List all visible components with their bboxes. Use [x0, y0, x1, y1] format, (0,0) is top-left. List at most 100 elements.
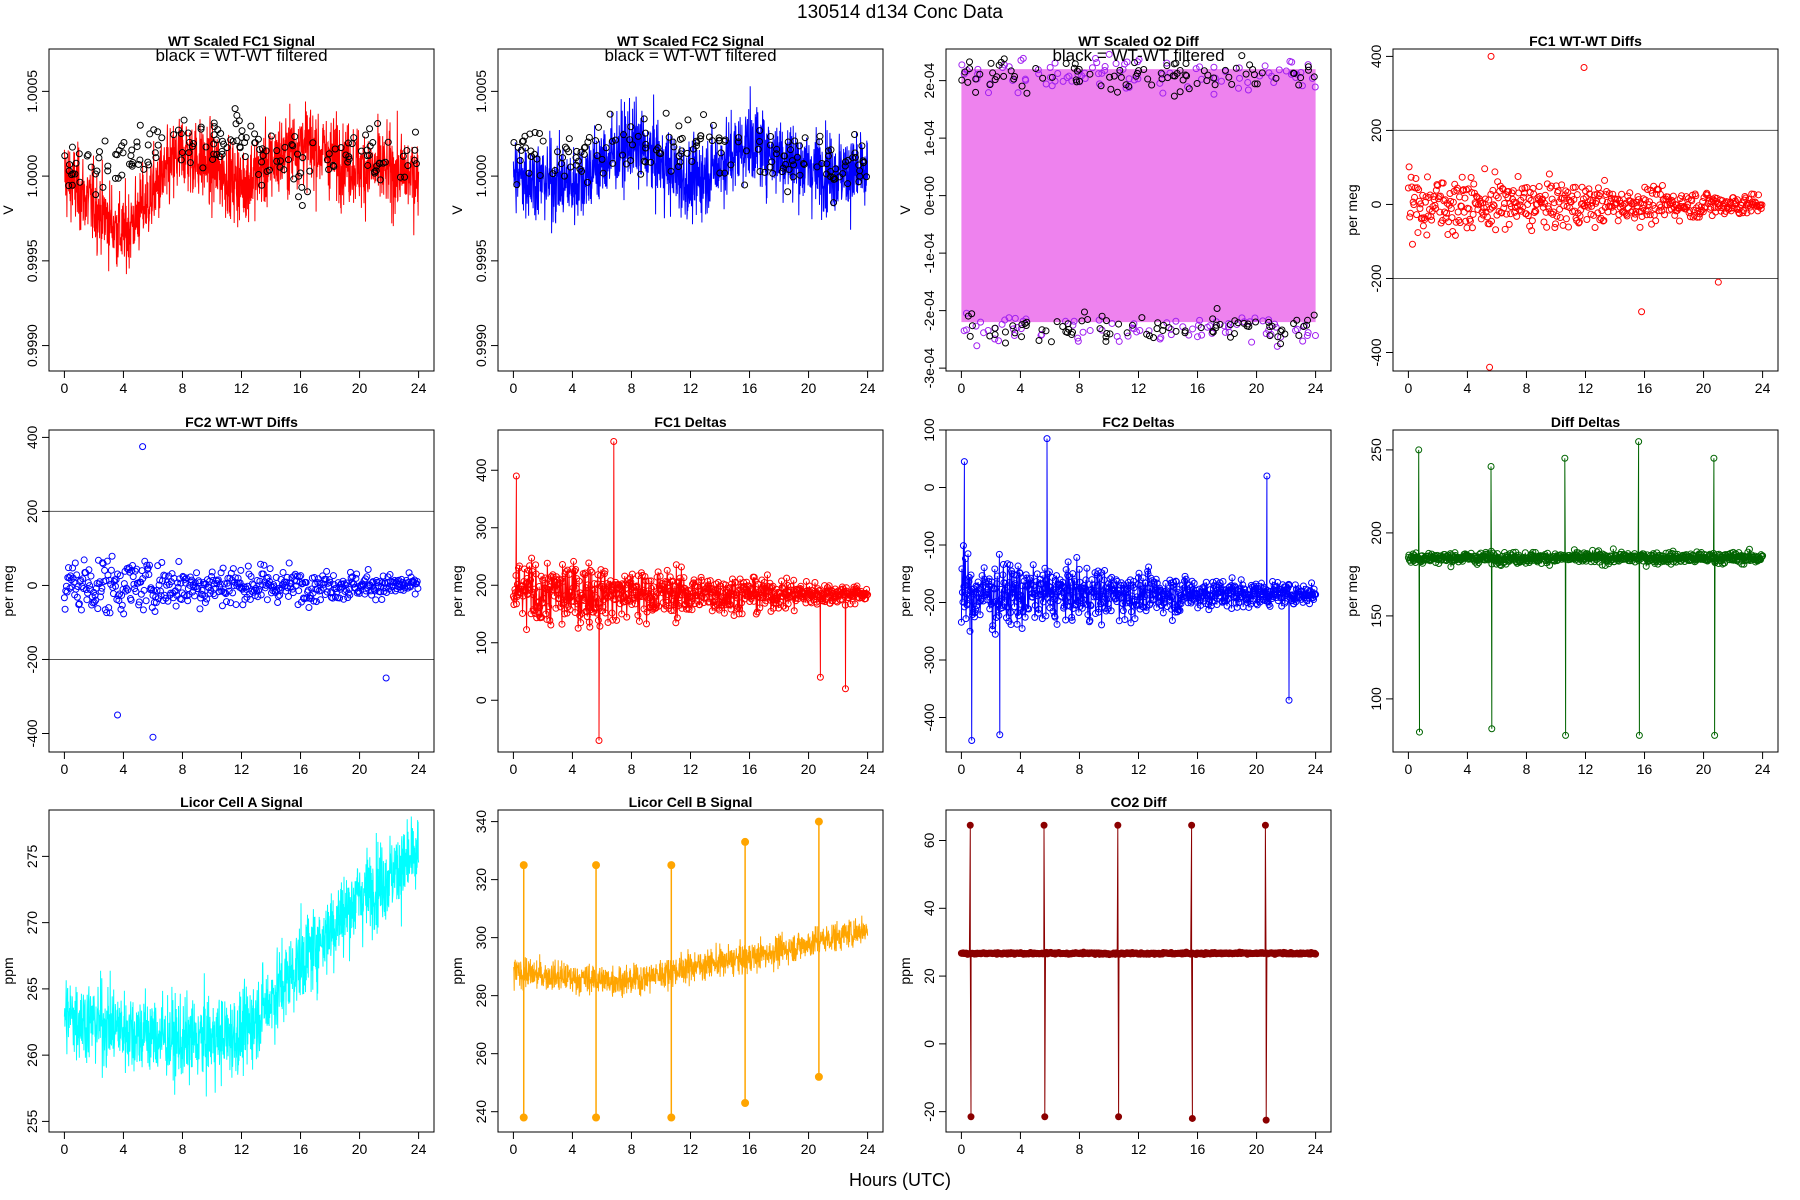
data-point: [92, 191, 100, 199]
data-point: [92, 596, 100, 604]
data-point: [721, 169, 729, 177]
data-point: [993, 580, 1001, 588]
data-point: [986, 332, 994, 340]
data-point: [1678, 192, 1686, 200]
data-point: [116, 590, 124, 598]
data-point: [232, 601, 240, 609]
data-point: [1487, 52, 1495, 60]
data-point: [1477, 215, 1485, 223]
data-point: [1038, 326, 1046, 334]
x-tick-label: 8: [1523, 761, 1531, 777]
data-point: [95, 154, 103, 162]
data-point: [1513, 212, 1521, 220]
data-point: [1415, 186, 1423, 194]
spike-point: [592, 861, 601, 870]
data-point: [1094, 581, 1102, 589]
data-point: [841, 162, 849, 170]
x-tick-label: 24: [411, 1141, 427, 1157]
spike-point: [519, 1113, 528, 1122]
data-point: [527, 576, 535, 584]
data-point: [61, 152, 69, 160]
data-point: [127, 152, 135, 160]
data-point: [667, 607, 675, 615]
data-point: [1074, 334, 1082, 342]
data-point: [1115, 1113, 1123, 1121]
data-point: [667, 167, 675, 175]
data-point: [312, 598, 320, 606]
data-point: [589, 586, 597, 594]
data-point: [1600, 216, 1608, 224]
data-point: [1249, 65, 1257, 73]
data-point: [539, 137, 547, 145]
data-point: [976, 611, 984, 619]
data-point: [572, 584, 580, 592]
data-point: [1562, 215, 1570, 223]
data-point: [1096, 325, 1104, 333]
data-point: [120, 610, 128, 618]
data-point: [1251, 314, 1259, 322]
data-point: [726, 601, 734, 609]
data-point: [981, 578, 989, 586]
data-point: [1095, 608, 1103, 616]
data-point: [68, 181, 76, 189]
data-point: [1548, 195, 1556, 203]
data-point: [767, 132, 775, 140]
data-point: [1203, 77, 1211, 85]
data-point: [1551, 223, 1559, 231]
data-point: [1601, 176, 1609, 184]
data-point: [1034, 609, 1042, 617]
data-point: [323, 156, 331, 164]
y-tick-label: -2e-04: [921, 290, 937, 331]
data-point: [688, 606, 696, 614]
data-point: [1173, 69, 1181, 77]
data-point: [1431, 201, 1439, 209]
data-point: [1102, 317, 1110, 325]
data-point: [565, 602, 573, 610]
data-point: [750, 573, 758, 581]
data-point: [1646, 211, 1654, 219]
data-point: [720, 609, 728, 617]
data-point: [675, 122, 683, 130]
x-tick-label: 0: [510, 380, 518, 396]
data-point: [1188, 821, 1196, 829]
spike-point: [741, 1098, 750, 1107]
data-point: [1146, 601, 1154, 609]
data-point: [236, 143, 244, 151]
y-tick-label: 250: [1368, 438, 1384, 462]
x-tick-label: 16: [1637, 380, 1653, 396]
data-point: [1001, 579, 1009, 587]
data-point: [662, 109, 670, 117]
data-point: [1149, 334, 1157, 342]
data-point: [133, 143, 141, 151]
data-point: [1093, 59, 1101, 67]
y-tick-label: 300: [473, 516, 489, 540]
data-point: [972, 88, 980, 96]
data-point: [669, 138, 677, 146]
data-point: [1413, 211, 1421, 219]
data-point: [706, 577, 714, 585]
data-point: [1757, 205, 1765, 213]
data-point: [411, 128, 419, 136]
y-tick-label: 300: [473, 926, 489, 950]
data-point: [411, 156, 419, 164]
data-point: [241, 138, 249, 146]
data-point: [1009, 593, 1017, 601]
data-point: [1553, 212, 1561, 220]
data-point: [1058, 593, 1066, 601]
data-point: [164, 597, 172, 605]
y-axis-label: per meg: [449, 565, 465, 616]
data-point: [1181, 577, 1189, 585]
data-point: [1182, 59, 1190, 67]
plot-area: [509, 438, 872, 744]
data-point: [399, 152, 407, 160]
data-point: [177, 579, 185, 587]
data-point: [633, 582, 641, 590]
data-point: [960, 582, 968, 590]
chart-title: Diff Deltas: [1551, 414, 1620, 430]
x-tick-label: 4: [569, 761, 577, 777]
data-point: [184, 597, 192, 605]
y-tick-label: 0: [921, 483, 937, 491]
data-point: [1088, 576, 1096, 584]
data-point: [742, 147, 750, 155]
data-point: [588, 568, 596, 576]
